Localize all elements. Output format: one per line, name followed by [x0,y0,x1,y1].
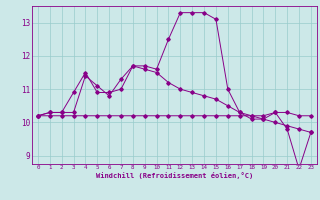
X-axis label: Windchill (Refroidissement éolien,°C): Windchill (Refroidissement éolien,°C) [96,172,253,179]
